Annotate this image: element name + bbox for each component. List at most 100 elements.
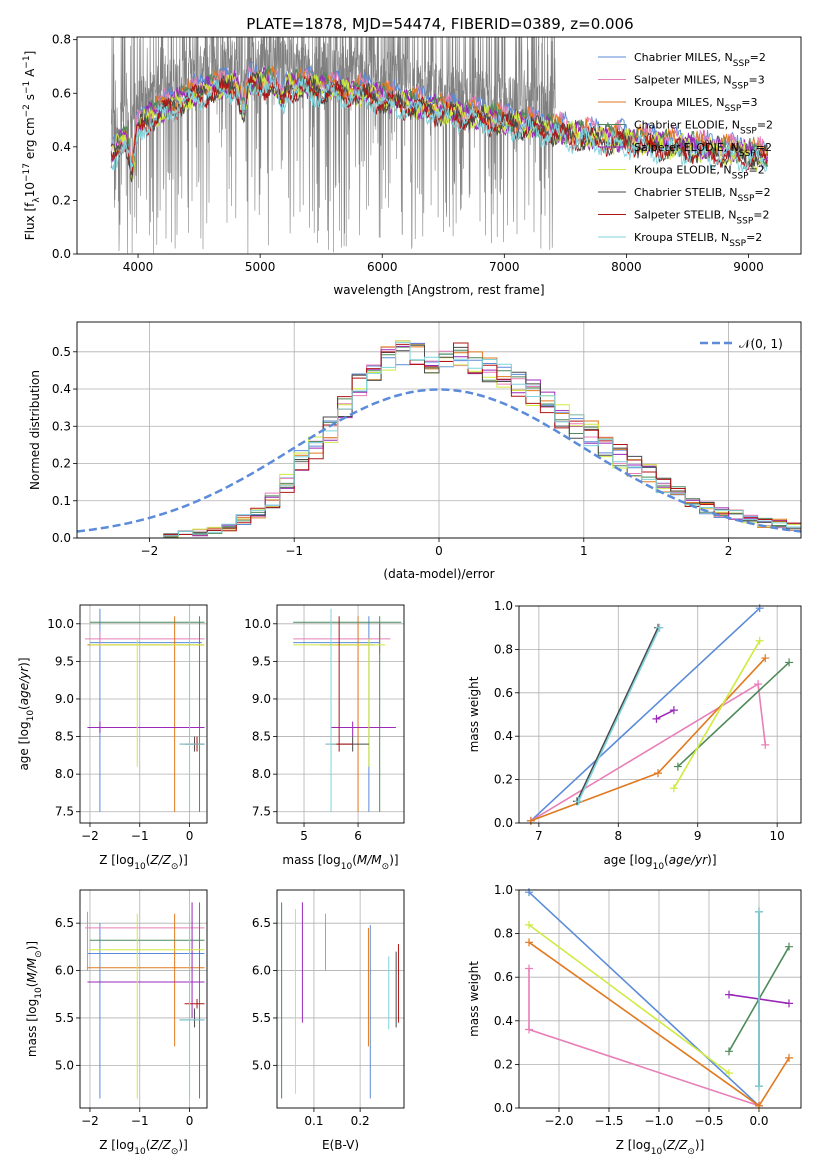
y-tick-label: 0.6	[52, 86, 71, 100]
x-tick-label: 0	[435, 544, 443, 558]
weight-marker-kr-stelib	[574, 797, 583, 806]
axes-frame	[276, 889, 405, 1109]
legend-entry: Chabrier MILES, NSSP=2	[634, 51, 766, 69]
x-tick-label: −1	[285, 544, 303, 558]
weight-marker-kr-elodie	[755, 636, 764, 645]
legend-entry: 𝒩(0, 1)	[739, 337, 783, 351]
weight-marker-kr-miles	[785, 1053, 793, 1062]
weight-line-kr-elodie	[673, 640, 761, 789]
mass-vs-metallicity-chart: −2 −1 0 5.0 5.5 6.0 6.5 Z [log10(Z/Z⊙)] mass [lo…	[25, 889, 208, 1157]
y-tick-label: 0.2	[52, 193, 71, 207]
x-tick-label: 0	[186, 1114, 194, 1128]
axes-frame	[79, 604, 208, 824]
x-tick-label: 6	[354, 829, 362, 843]
y-tick-label: 0.2	[52, 457, 71, 471]
legend-entry: Salpeter MILES, NSSP=3	[634, 74, 765, 92]
y-tick-label: 0.0	[52, 531, 71, 545]
x-axis-label: age [log10(age/yr)]	[603, 853, 716, 872]
weight-line-kr-stelib	[577, 627, 661, 802]
y-tick-label: 1.0	[494, 883, 513, 897]
normal-distribution-curve	[77, 388, 801, 533]
weight-marker-sa-miles	[754, 680, 763, 689]
weight-line-sa-miles	[528, 968, 760, 1107]
x-tick-label: 0.2	[351, 1114, 370, 1128]
weight-line-kr-elodie	[528, 924, 730, 1074]
y-tick-label: 0.0	[494, 1101, 513, 1115]
weight-marker-kr-miles	[761, 654, 770, 663]
weight-marker-sa-elodie	[785, 999, 793, 1008]
x-axis-label: (data-model)/error	[383, 567, 494, 581]
y-tick-label: 6.0	[252, 964, 271, 978]
x-tick-label: 5000	[245, 260, 276, 274]
legend-entry: Chabrier ELODIE, NSSP=2	[634, 119, 773, 137]
y-tick-label: 5.0	[55, 1058, 74, 1072]
x-tick-label: −1.5	[594, 1114, 623, 1128]
x-tick-label: −1	[131, 829, 149, 843]
y-axis-label: mass weight	[467, 676, 481, 752]
weight-marker-kr-miles	[654, 769, 663, 778]
axes-frame	[76, 36, 802, 255]
weight-marker-kr-elodie	[725, 1069, 733, 1078]
x-tick-label: 7000	[489, 260, 520, 274]
x-tick-label: −0.5	[694, 1114, 723, 1128]
y-axis-label: age [log10(age/yr)]	[17, 657, 36, 770]
weight-marker-kr-elodie	[669, 784, 678, 793]
legend-entry: Salpeter ELODIE, NSSP=2	[634, 141, 772, 159]
x-tick-label: 9000	[733, 260, 764, 274]
axes-frame	[518, 889, 802, 1109]
y-tick-label: 6.5	[252, 916, 271, 930]
weight-marker-kr-stelib	[655, 623, 664, 632]
y-tick-label: 8.5	[252, 730, 271, 744]
x-tick-label: 0.1	[304, 1114, 323, 1128]
y-tick-label: 0.5	[52, 345, 71, 359]
y-tick-label: 0.8	[52, 33, 71, 47]
weight-marker-ch-elodie	[725, 1047, 733, 1056]
x-tick-label: 9	[694, 829, 702, 843]
y-axis-label: mass weight	[467, 961, 481, 1037]
y-tick-label: 7.5	[252, 805, 271, 819]
x-tick-label: 1	[580, 544, 588, 558]
weight-marker-sa-miles	[525, 964, 533, 973]
weight-line-sa-elodie	[656, 709, 675, 720]
model-spectrum-kr-stelib	[110, 75, 768, 173]
y-tick-label: 0.2	[494, 773, 513, 787]
legend-entry: Kroupa ELODIE, NSSP=2	[634, 164, 765, 182]
y-tick-label: 0.8	[494, 642, 513, 656]
weight-marker-kr-elodie	[525, 920, 533, 929]
age-vs-metallicity-chart: −2 −1 0 7.5 8.0 8.5 9.0 9.5 10.0 Z [log10(Z/Z⊙)] a…	[17, 604, 208, 872]
weight-marker-kr-miles	[526, 816, 535, 825]
axes-frame	[518, 605, 802, 824]
histogram-kr-stelib	[77, 341, 801, 538]
x-tick-label: 8	[614, 829, 622, 843]
weight-line-ch-stelib	[576, 627, 659, 802]
weight-line-sa-miles	[530, 682, 767, 822]
weight-marker-kr-miles	[525, 938, 533, 947]
axes-frame	[76, 321, 802, 539]
y-tick-label: 0.6	[494, 970, 513, 984]
weight-marker-ch-elodie	[785, 658, 794, 667]
weight-line-ch-elodie	[677, 661, 790, 768]
axes-frame	[79, 889, 208, 1109]
legend-entry: Chabrier STELIB, NSSP=2	[634, 186, 771, 204]
y-tick-label: 10.0	[47, 617, 74, 631]
x-tick-label: −2.0	[544, 1114, 573, 1128]
weight-marker-sa-elodie	[652, 714, 661, 723]
weight-marker-ch-miles	[525, 888, 533, 897]
mass-vs-ebv-chart: 0.1 0.2 5.0 5.5 6.0 6.5 E(B-V)	[252, 889, 405, 1152]
weight-marker-ch-elodie	[673, 762, 682, 771]
y-tick-label: 7.5	[55, 805, 74, 819]
x-tick-label: −2	[81, 829, 99, 843]
y-tick-label: 10.0	[244, 617, 271, 631]
weight-vs-age-chart: 7 8 9 10 0.0 0.2 0.4 0.6 0.8 1.0 mass weight age [l…	[467, 599, 802, 872]
age-vs-mass-chart: 5 6 7.5 8.0 8.5 9.0 9.5 10.0 mass [log10(M/M⊙)]	[244, 604, 405, 872]
weight-marker-sa-elodie	[669, 706, 678, 715]
weight-marker-ch-miles	[755, 604, 764, 613]
x-tick-label: −2	[141, 544, 159, 558]
y-tick-label: 9.0	[252, 692, 271, 706]
weight-marker-sa-miles	[525, 1025, 533, 1034]
y-tick-label: 5.5	[55, 1011, 74, 1025]
y-tick-label: 0.8	[494, 927, 513, 941]
y-tick-label: 0.3	[52, 419, 71, 433]
x-axis-label: mass [log10(M/M⊙)]	[282, 853, 398, 872]
